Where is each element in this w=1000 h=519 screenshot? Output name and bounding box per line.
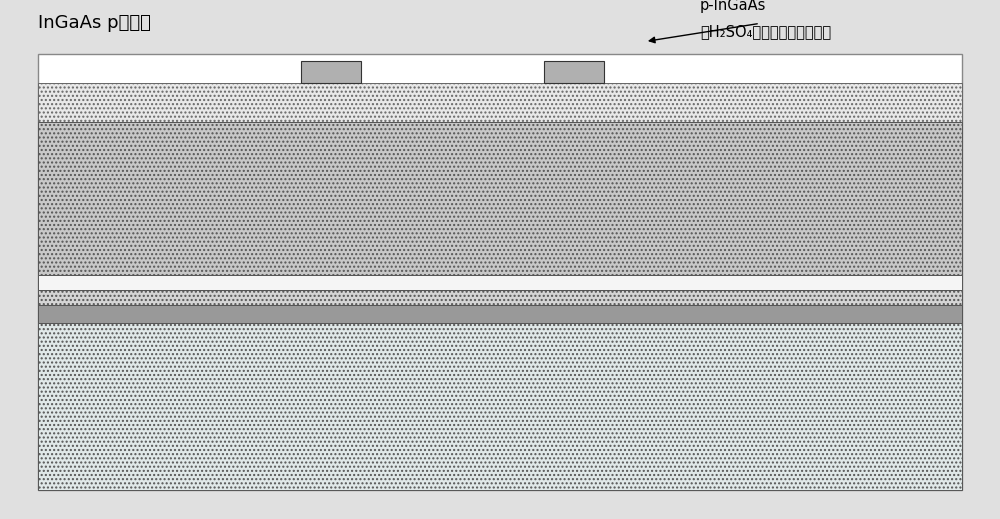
Text: p-InGaAs: p-InGaAs <box>700 0 766 13</box>
Bar <box>38 290 962 305</box>
Bar <box>38 54 962 490</box>
Bar <box>38 323 962 490</box>
Text: （H₂SO₄系腥蚀液腥蚀台型）: （H₂SO₄系腥蚀液腥蚀台型） <box>700 24 831 39</box>
Bar <box>38 275 962 290</box>
Bar <box>38 305 962 323</box>
Bar <box>38 83 962 122</box>
Bar <box>38 122 962 275</box>
Text: InGaAs p层腥蚀: InGaAs p层腥蚀 <box>38 15 151 32</box>
Bar <box>544 61 604 83</box>
Bar <box>301 61 361 83</box>
